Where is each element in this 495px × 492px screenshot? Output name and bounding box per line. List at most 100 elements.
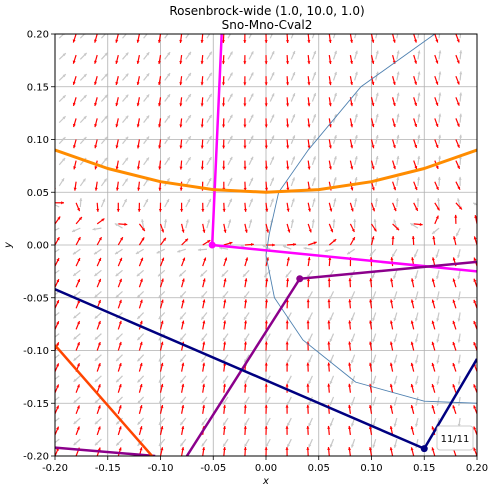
quiver-arrow-grey: [480, 397, 481, 406]
quiver-arrow-red-head: [389, 320, 393, 324]
quiver-arrow-grey-head: [308, 317, 311, 321]
quiver-arrow-grey-head: [291, 198, 295, 202]
quiver-arrow-grey: [245, 460, 250, 468]
quiver-arrow-red-head: [118, 363, 122, 367]
quiver-arrow-grey-head: [94, 336, 98, 340]
quiver-arrow-grey: [55, 396, 60, 402]
quiver-arrow-grey-head: [244, 443, 248, 447]
quiver-arrow-red-head: [264, 425, 268, 429]
quiver-arrow-grey-head: [146, 115, 150, 119]
quiver-arrow-grey-head: [137, 337, 141, 341]
quiver-arrow-red-head: [94, 102, 98, 106]
y-tick-label: -0.15: [23, 399, 49, 410]
quiver-arrow-red-head: [436, 207, 440, 211]
quiver-arrow-red-head: [243, 341, 247, 345]
quiver-arrow-red-head: [73, 187, 77, 191]
quiver-arrow-grey-head: [270, 198, 274, 202]
quiver-arrow-red-head: [115, 81, 119, 85]
quiver-arrow-red-head: [158, 166, 162, 170]
quiver-arrow-grey-head: [436, 339, 440, 343]
quiver-arrow-red-head: [264, 82, 268, 86]
quiver-arrow-grey-head: [271, 135, 275, 139]
quiver-arrow-red-head: [327, 320, 331, 324]
quiver-arrow-grey-head: [417, 50, 421, 54]
quiver-arrow-grey-head: [61, 178, 65, 182]
quiver-arrow-red-head: [115, 102, 119, 107]
quiver-arrow-red-head: [435, 186, 439, 190]
quiver-arrow-grey-head: [166, 178, 170, 182]
quiver-arrow-grey-head: [417, 155, 421, 159]
quiver-arrow-grey-head: [417, 176, 421, 180]
quiver-arrow-red: [476, 181, 477, 183]
quiver-arrow-red-head: [264, 145, 268, 149]
quiver-arrow-red-head: [306, 447, 310, 450]
quiver-arrow-grey-head: [354, 156, 358, 160]
quiver-arrow-grey-head: [375, 198, 379, 202]
quiver-arrow-grey-head: [329, 317, 333, 321]
quiver-arrow-red-head: [478, 165, 481, 168]
quiver-arrow-grey-head: [329, 402, 333, 406]
quiver-arrow-grey: [437, 460, 439, 469]
quiver-arrow-red-head: [97, 342, 101, 346]
quiver-arrow-grey-head: [375, 134, 379, 139]
quiver-arrow-red-head: [452, 405, 456, 409]
quiver-arrow-grey-head: [324, 249, 328, 253]
quiver-arrow-grey-head: [457, 339, 461, 343]
quiver-arrow-red-head: [158, 145, 162, 149]
plot-content: [55, 34, 486, 469]
quiver-arrow-grey-head: [333, 92, 337, 97]
quiver-arrow-red-head: [410, 383, 414, 388]
quiver-arrow-grey-head: [480, 93, 483, 96]
quiver-arrow-grey-head: [479, 340, 482, 343]
quiver-arrow-red-head: [243, 404, 247, 408]
quiver-arrow-grey-head: [414, 339, 418, 343]
quiver-arrow-red-head: [139, 320, 143, 324]
quiver-arrow-grey-head: [82, 178, 86, 182]
quiver-arrow-grey-head: [350, 338, 354, 343]
quiver-arrow-grey-head: [312, 156, 316, 160]
quiver-arrow-red-head: [180, 208, 184, 212]
quiver-arrow-red-head: [160, 362, 164, 366]
y-tick-label: -0.20: [23, 452, 49, 463]
quiver-arrow-red-head: [76, 405, 80, 409]
quiver-arrow-red-head: [414, 102, 418, 106]
quiver-arrow-red-head: [179, 61, 183, 65]
quiver-arrow-red-head: [244, 320, 248, 324]
quiver-arrow-red-head: [452, 341, 456, 346]
quiver-arrow-red-head: [392, 166, 396, 170]
quiver-arrow-red-head: [307, 61, 311, 65]
quiver-arrow-grey-head: [104, 73, 108, 77]
quiver-arrow-grey-head: [72, 229, 76, 232]
quiver-arrow-grey-head: [457, 297, 461, 301]
quiver-arrow-red-head: [308, 229, 312, 233]
quiver-arrow-red-head: [202, 341, 206, 345]
quiver-arrow-red-head: [56, 363, 59, 367]
quiver-arrow-grey-head: [459, 71, 463, 75]
quiver-arrow-grey-head: [480, 71, 483, 74]
quiver-arrow-red-head: [223, 362, 227, 366]
quiver-arrow-grey-head: [329, 338, 333, 342]
quiver-arrow-grey-head: [292, 156, 295, 160]
quiver-arrow-red-head: [410, 278, 414, 282]
quiver-arrow-grey-head: [438, 113, 442, 117]
quiver-arrow-grey-head: [94, 442, 99, 446]
quiver-arrow-grey-head: [102, 198, 106, 202]
quiver-arrow-grey: [479, 228, 481, 237]
quiver-arrow-red-head: [200, 82, 204, 86]
quiver-arrow-red-head: [431, 447, 435, 451]
quiver-arrow-grey-head: [371, 275, 375, 279]
quiver-arrow-red-head: [456, 144, 460, 148]
quiver-arrow-red-head: [483, 201, 486, 204]
quiver-arrow-grey-head: [207, 219, 211, 223]
series-point-0: [208, 241, 216, 249]
quiver-arrow-red-head: [139, 362, 143, 367]
quiver-arrow-red-head: [179, 124, 183, 128]
quiver-arrow-red-head: [350, 145, 354, 149]
quiver-arrow-grey-head: [432, 230, 436, 234]
series-point-3: [420, 445, 428, 453]
quiver-arrow-red-head: [350, 208, 354, 212]
quiver-arrow-grey-head: [438, 134, 442, 138]
quiver-arrow-grey-head: [372, 317, 376, 322]
quiver-arrow-grey-head: [375, 71, 379, 75]
quiver-arrow-red-head: [94, 81, 98, 85]
